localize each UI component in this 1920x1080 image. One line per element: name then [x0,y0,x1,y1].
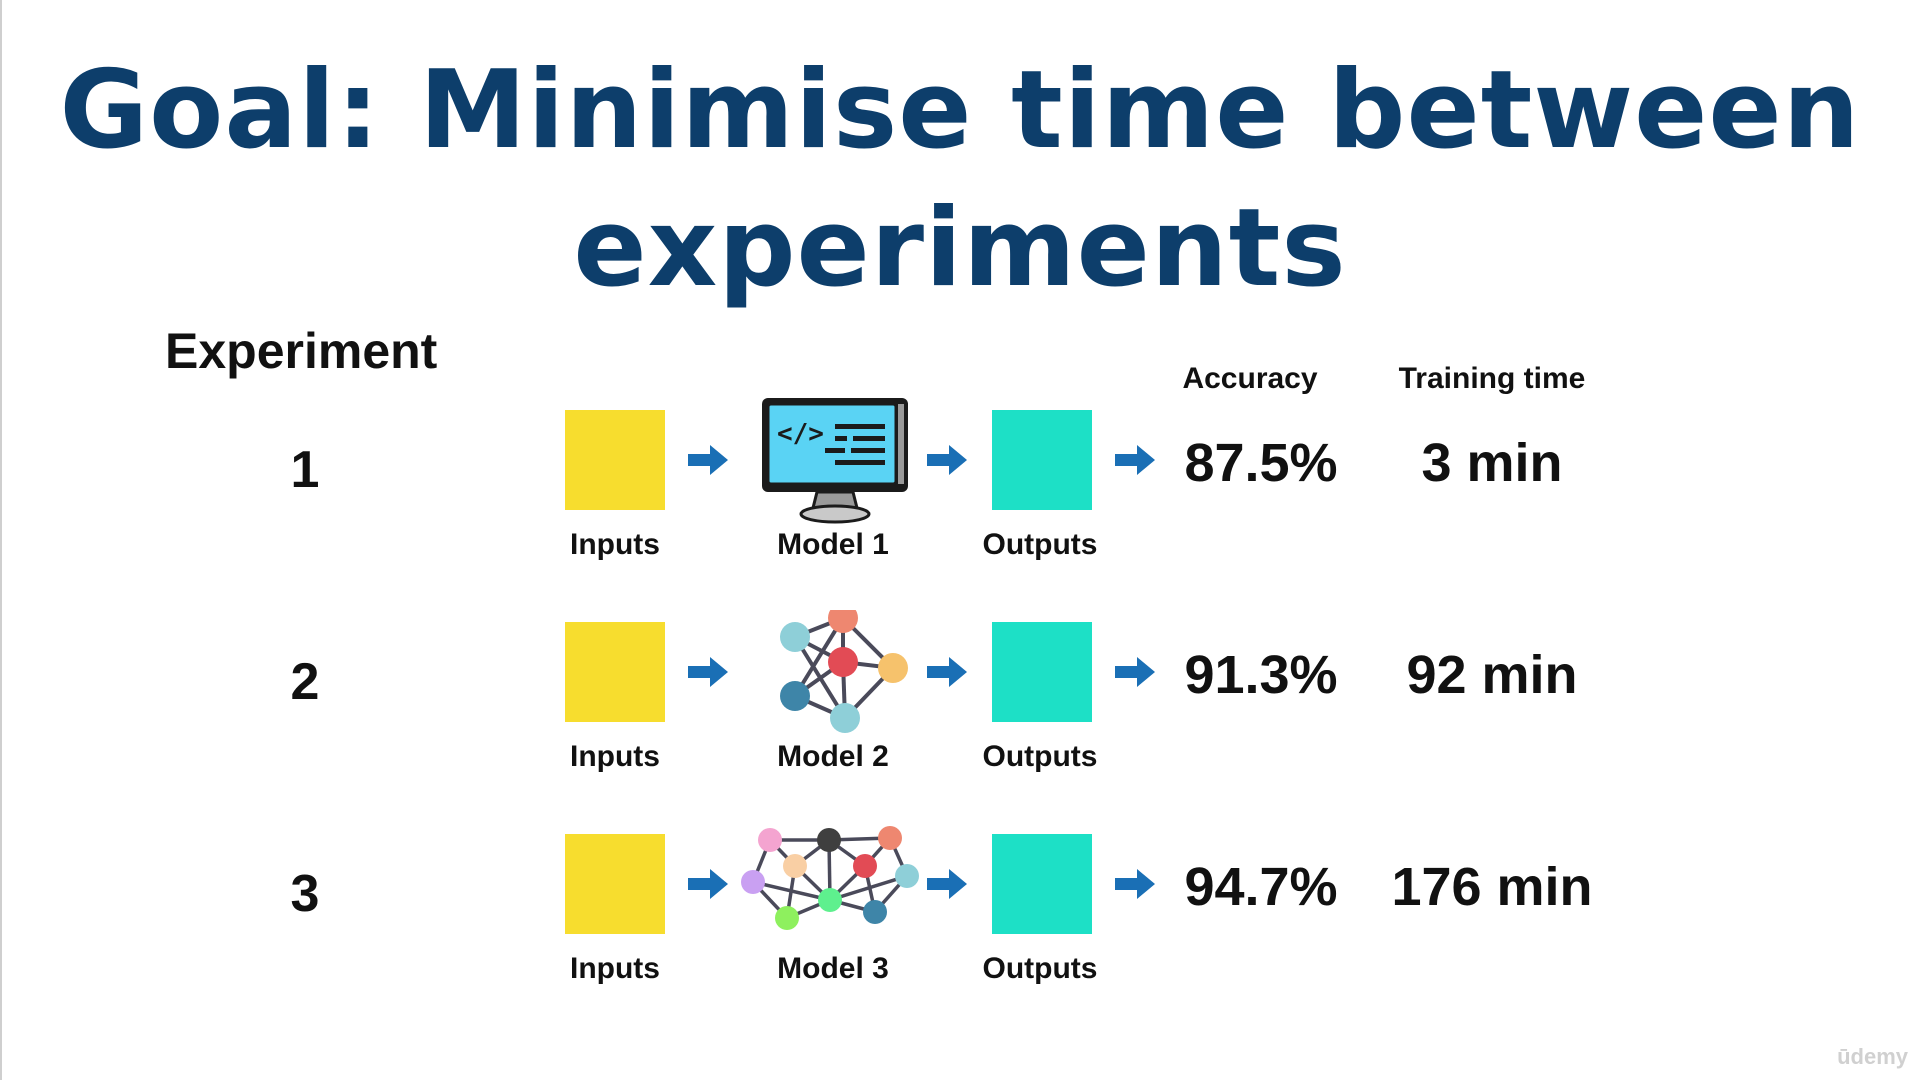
experiment-number: 3 [290,865,320,923]
arrow-right-icon [1115,657,1155,687]
inputs-label: Inputs [570,952,660,985]
accuracy-value: 87.5% [1184,433,1338,493]
training-time-value: 176 min [1391,857,1593,917]
computer-code-icon: </> [762,398,908,524]
outputs-block [992,834,1092,934]
arrow-right-icon [688,445,728,475]
udemy-watermark: ūdemy [1837,1044,1908,1069]
model-label: Model 3 [777,952,889,985]
inputs-block [565,834,665,934]
training-time-value: 92 min [1406,645,1578,705]
outputs-label: Outputs [982,740,1098,773]
inputs-label: Inputs [570,740,660,773]
arrow-right-icon [927,657,967,687]
svg-text:</>: </> [777,419,824,449]
arrow-right-icon [688,657,728,687]
arrow-right-icon [927,445,967,475]
small-network-icon [780,610,908,733]
training-time-value: 3 min [1421,433,1563,493]
experiment-number: 2 [290,653,320,711]
arrow-right-icon [1115,869,1155,899]
experiment-number: 1 [290,441,320,499]
model-label: Model 1 [777,528,889,561]
experiment-row-2: 2 Inputs Model 2 Outputs 91.3% 92 min [0,610,1920,822]
inputs-block [565,410,665,510]
accuracy-value: 91.3% [1184,645,1338,705]
arrow-right-icon [927,869,967,899]
arrow-right-icon [1115,445,1155,475]
outputs-block [992,410,1092,510]
slide-left-border [0,0,2,1080]
large-network-icon [741,826,919,930]
slide-title: Goal: Minimise time between experiments [59,48,1861,311]
experiment-row-1: 1 </> Inputs Model 1 Outputs 87.5% 3 min [0,398,1920,610]
inputs-block [565,622,665,722]
outputs-label: Outputs [982,952,1098,985]
outputs-block [992,622,1092,722]
experiment-header: Experiment [165,323,438,379]
accuracy-header: Accuracy [1182,362,1318,395]
accuracy-value: 94.7% [1184,857,1338,917]
inputs-label: Inputs [570,528,660,561]
model-label: Model 2 [777,740,889,773]
training-time-header: Training time [1398,362,1586,395]
experiment-row-3: 3 Inputs Model 3 Outputs 94.7% 176 min [0,826,1920,1034]
outputs-label: Outputs [982,528,1098,561]
arrow-right-icon [688,869,728,899]
